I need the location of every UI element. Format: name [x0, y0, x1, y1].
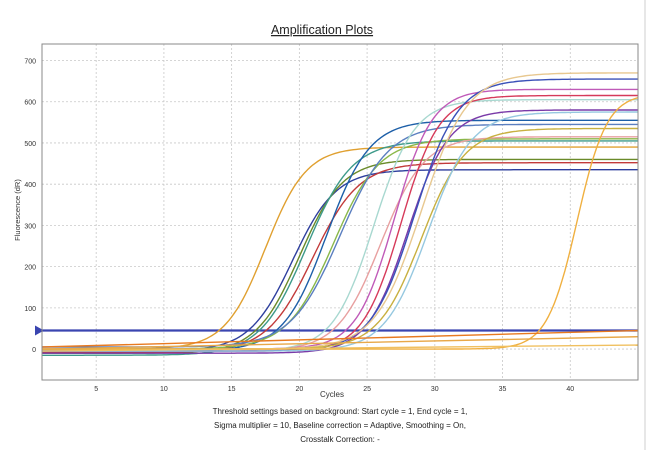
- x-tick-label: 15: [228, 386, 236, 393]
- threshold-marker-icon[interactable]: [35, 325, 44, 336]
- series-layer: [41, 72, 639, 356]
- series-curve-4: [42, 140, 638, 356]
- plot-frame: [41, 43, 639, 381]
- y-tick-label: 0: [32, 347, 36, 354]
- y-tick-label: 300: [24, 223, 36, 230]
- x-tick-label: 20: [295, 386, 303, 393]
- x-tick-label: 5: [94, 386, 98, 393]
- x-tick-label: 40: [566, 386, 574, 393]
- y-tick-label: 500: [24, 141, 36, 148]
- series-curve-20: [41, 336, 639, 350]
- x-axis: 5 10 15 20 25 30 35 40: [94, 386, 574, 393]
- y-tick-label: 600: [24, 100, 36, 107]
- series-curve-5: [42, 162, 638, 354]
- y-axis: 0 100 200 300 400 500 600 700: [24, 58, 36, 354]
- x-axis-label: Cycles: [320, 390, 344, 399]
- series-curve-17: [42, 111, 638, 352]
- x-tick-label: 35: [499, 386, 507, 393]
- y-tick-label: 100: [24, 306, 36, 313]
- y-axis-label: Fluorescence (dR): [13, 179, 22, 241]
- series-curve-18: [42, 97, 639, 350]
- chart-title: Amplification Plots: [271, 23, 373, 37]
- footnote-line-1: Threshold settings based on background: …: [213, 407, 468, 416]
- x-tick-label: 10: [160, 386, 168, 393]
- y-tick-label: 200: [24, 265, 36, 272]
- series-curve-21: [41, 344, 639, 352]
- series-curve-13: [42, 109, 638, 354]
- series-curve-19: [41, 329, 639, 348]
- footnote-line-2: Sigma multiplier = 10, Baseline correcti…: [214, 421, 466, 430]
- x-tick-label: 30: [431, 386, 439, 393]
- x-tick-label: 25: [363, 386, 371, 393]
- footnote-line-3: Crosstalk Correction: -: [300, 435, 380, 444]
- y-tick-label: 400: [24, 182, 36, 189]
- y-tick-label: 700: [24, 58, 36, 65]
